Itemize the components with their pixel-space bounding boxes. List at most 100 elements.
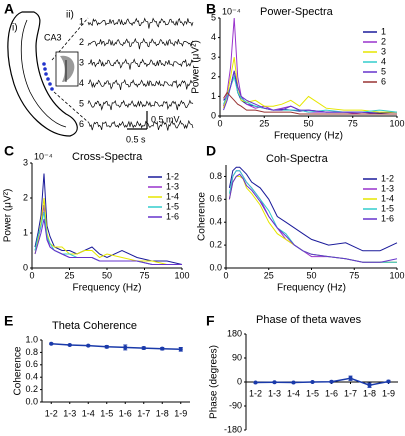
y-tick-label: 0.6 [25,359,38,369]
y-tick-label: 3 [211,52,216,62]
trace [87,58,194,70]
y-axis-label: Power (μV²) [191,40,202,94]
x-tick-label: 1-2 [249,388,262,398]
trace [87,78,194,90]
legend-label: 1-6 [166,211,179,221]
legend-label: 1-2 [381,173,394,183]
series-line [255,377,389,386]
y-tick-label: -180 [224,424,242,434]
cell-layer [20,19,67,128]
y-axis-label: Power (μV²) [3,189,14,243]
electrode-sites [42,62,54,91]
y-tick-label: 0.6 [209,194,222,204]
trace-label: 1 [79,16,84,26]
scale-t-label: 0.5 s [126,134,146,144]
trace [87,119,194,131]
x-tick-label: 25 [259,118,269,128]
series-line [223,70,398,114]
data-point [253,380,258,385]
y-tick-label: 1 [211,91,216,101]
x-tick-label: 0 [29,270,34,280]
legend-label: 1-4 [381,193,394,203]
trace-label: 2 [79,37,84,47]
y-tick-label: 1 [23,227,28,237]
legend-label: 1-2 [166,171,179,181]
trace-label: 5 [79,98,84,108]
y-tick-label: -90 [229,400,242,410]
legend-label: 1-6 [381,213,394,223]
y-exponent: 10⁻⁴ [222,6,241,16]
x-tick-label: 100 [174,270,189,280]
y-tick-label: 1.0 [25,334,38,344]
x-tick-label: 1-8 [363,388,376,398]
x-tick-label: 1-7 [137,408,150,418]
y-tick-label: 3 [23,157,28,167]
panel-label: D [206,143,216,159]
y-tick-label: 90 [232,352,242,362]
y-tick-label: 5 [211,12,216,22]
y-exponent: 10⁻⁴ [34,151,53,161]
x-tick-label: 1-6 [325,388,338,398]
trace [87,17,194,29]
y-tick-label: 0 [237,376,242,386]
legend-label: 1-5 [166,201,179,211]
y-tick-label: 0.0 [209,262,222,272]
x-tick-label: 75 [348,118,358,128]
x-tick-label: 75 [349,270,359,280]
dash-line [51,17,89,61]
x-tick-label: 50 [306,270,316,280]
legend-label: 1-3 [166,181,179,191]
x-tick-label: 75 [139,270,149,280]
x-tick-label: 25 [64,270,74,280]
x-tick-label: 1-5 [100,408,113,418]
chart-title: Phase of theta waves [256,314,362,326]
series-line [223,57,397,113]
y-tick-label: 2 [211,71,216,81]
label-ii: ii) [66,10,74,21]
panel-a-drawing [7,11,148,137]
panel-label: C [4,143,14,159]
legend-label: 6 [381,76,386,86]
y-tick-label: 2 [23,192,28,202]
x-tick-label: 1-9 [174,408,187,418]
chart-title: Power-Spectra [260,6,334,18]
x-tick-label: 100 [389,270,404,280]
panel-label: B [206,1,216,17]
x-tick-label: 0 [223,270,228,280]
y-tick-label: 0.4 [209,217,222,227]
data-point [49,341,54,346]
y-axis-label: Coherence [197,192,208,241]
x-tick-label: 1-4 [82,408,95,418]
y-tick-label: 4 [211,32,216,42]
x-axis-label: Frequency (Hz) [277,283,346,294]
y-axis-label: Phase (degrees) [209,345,220,419]
legend-label: 4 [381,56,386,66]
x-tick-label: 1-7 [344,388,357,398]
panel-label: A [4,1,14,17]
hippocampus-outline [7,11,78,137]
legend-label: 1 [381,26,386,36]
x-tick-label: 1-8 [156,408,169,418]
y-tick-label: 0.2 [25,384,38,394]
chart-title: Coh-Spectra [266,153,329,165]
series-line [223,91,397,115]
x-tick-label: 25 [264,270,274,280]
legend-label: 2 [381,36,386,46]
x-tick-label: 1-6 [119,408,132,418]
y-tick-label: 0 [23,262,28,272]
trace-label: 3 [79,57,84,67]
inset-shape [60,55,75,82]
y-tick-label: 0 [211,110,216,120]
scale-v-label: 0.5 mV [151,114,180,124]
x-tick-label: 1-3 [268,388,281,398]
x-tick-label: 1-5 [306,388,319,398]
dash-line [53,91,89,123]
series-line [34,218,182,265]
trace-label: 6 [79,119,84,129]
panel-label: F [206,313,215,329]
legend-label: 1-3 [381,183,394,193]
y-axis-label: Coherence [13,346,24,395]
label-i: i) [12,23,18,34]
trace-label: 4 [79,78,84,88]
